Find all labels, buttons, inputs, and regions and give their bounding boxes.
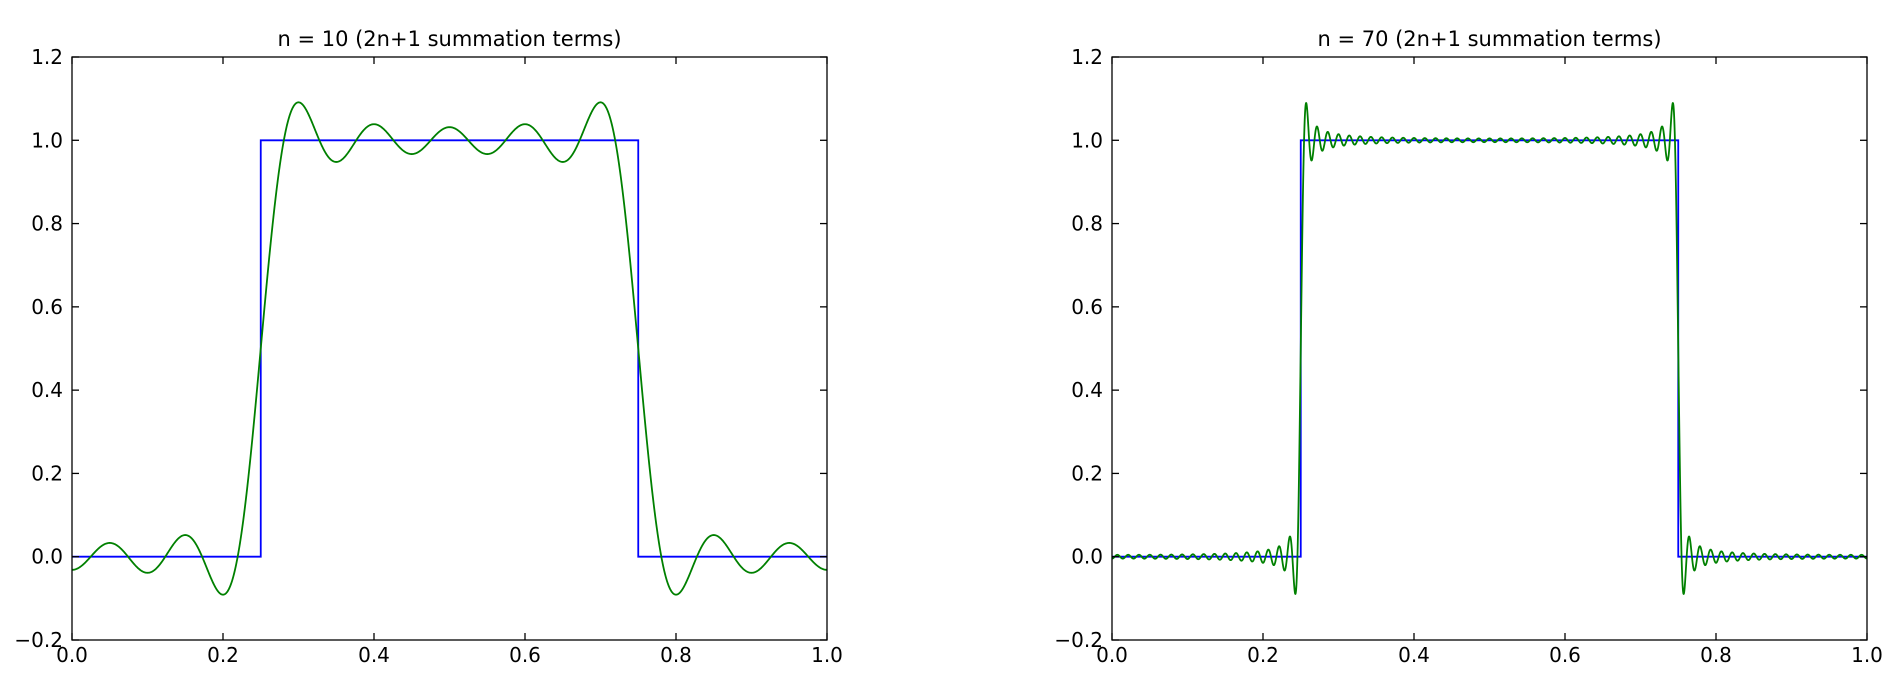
x-tick-label: 0.2 <box>1247 643 1279 667</box>
y-tick-label: 0.2 <box>31 461 63 485</box>
x-tick-label: 0.4 <box>358 643 390 667</box>
y-tick-label: −0.2 <box>1054 628 1103 652</box>
x-tick-label: 1.0 <box>1851 643 1883 667</box>
y-tick-label: 1.0 <box>1071 128 1103 152</box>
subplot-1: 0.0 0.2 0.4 0.6 0.8 1.0−0.20.00.20.40.60.81.0… <box>1054 27 1882 667</box>
y-tick-label: 0.6 <box>1071 295 1103 319</box>
y-tick-label: −0.2 <box>14 628 63 652</box>
y-tick-label: 0.8 <box>1071 212 1103 236</box>
x-tick-label: 0.6 <box>509 643 541 667</box>
plot-title: n = 10 (2n+1 summation terms) <box>277 27 621 51</box>
plot-frame <box>1111 56 1868 641</box>
plot-frame <box>71 56 828 641</box>
plot-title: n = 70 (2n+1 summation terms) <box>1317 27 1661 51</box>
y-tick-label: 0.8 <box>31 212 63 236</box>
y-tick-label: 0.0 <box>31 545 63 569</box>
series-fourier-partial-sum <box>72 101 827 596</box>
series-square-wave <box>1112 139 1867 558</box>
subplot-0: 0.0 0.2 0.4 0.6 0.8 1.0−0.20.00.20.40.60.81.0… <box>14 27 842 667</box>
x-tick-label: 0.2 <box>207 643 239 667</box>
x-tick-label: 0.8 <box>1700 643 1732 667</box>
y-tick-label: 0.4 <box>1071 378 1103 402</box>
y-tick-label: 0.6 <box>31 295 63 319</box>
y-tick-label: 1.0 <box>31 128 63 152</box>
x-tick-label: 0.0 <box>1096 643 1128 667</box>
y-tick-label: 1.2 <box>31 45 63 69</box>
x-tick-label: 0.8 <box>660 643 692 667</box>
series-fourier-partial-sum <box>1112 102 1867 595</box>
y-tick-label: 1.2 <box>1071 45 1103 69</box>
x-tick-label: 0.4 <box>1398 643 1430 667</box>
y-tick-label: 0.2 <box>1071 461 1103 485</box>
x-tick-label: 1.0 <box>811 643 843 667</box>
x-tick-label: 0.6 <box>1549 643 1581 667</box>
x-tick-label: 0.0 <box>56 643 88 667</box>
y-tick-label: 0.4 <box>31 378 63 402</box>
y-tick-label: 0.0 <box>1071 545 1103 569</box>
series-square-wave <box>72 139 827 558</box>
